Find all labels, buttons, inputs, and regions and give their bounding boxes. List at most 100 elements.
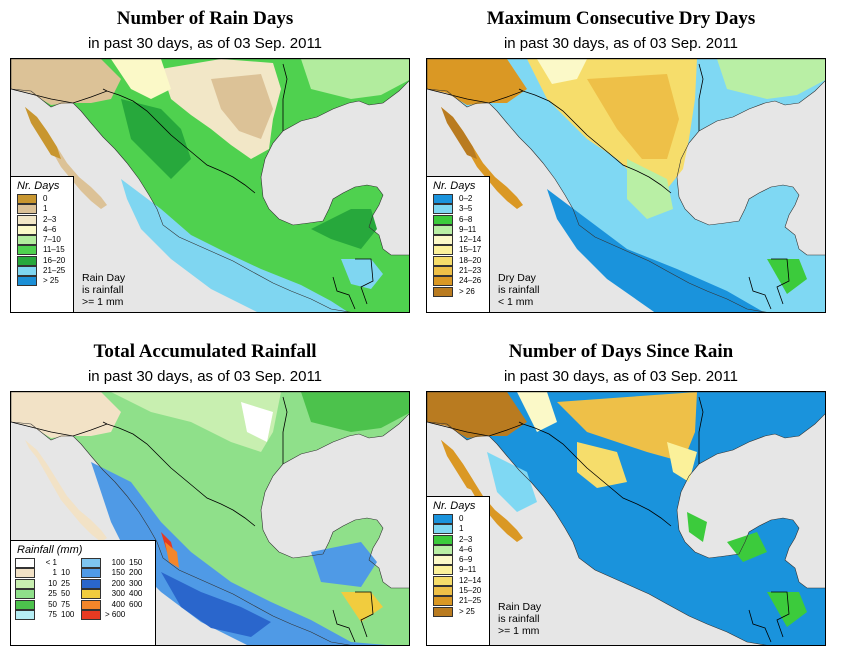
dry-days-map[interactable] bbox=[426, 58, 826, 313]
legend-label: 9–11 bbox=[459, 565, 477, 575]
legend-label: 50 bbox=[61, 589, 70, 599]
legend-swatch bbox=[433, 544, 453, 555]
legend-label: 21–25 bbox=[43, 266, 66, 276]
legend-label: 150 bbox=[129, 558, 143, 567]
legend-rows: 0–2 3–5 6–8 9–11 12–14 15–17 18–20 21–23 24–26 > … bbox=[427, 194, 489, 297]
legend-label: 21–23 bbox=[459, 266, 482, 276]
legend-label: 16–20 bbox=[43, 255, 66, 265]
days-since-rain-map[interactable] bbox=[426, 391, 826, 646]
legend-swatch bbox=[433, 524, 453, 535]
legend-item: 10 25 200 300 bbox=[11, 578, 155, 589]
legend-item: 1 10 150 200 bbox=[11, 568, 155, 579]
legend-item: 75 100 > 600 bbox=[11, 609, 155, 620]
legend-item: 2–3 bbox=[427, 534, 489, 545]
legend-swatch bbox=[15, 589, 35, 600]
legend-swatch bbox=[433, 606, 453, 617]
legend-swatch bbox=[81, 558, 101, 568]
legend-label: 12–14 bbox=[459, 575, 482, 585]
legend-swatch bbox=[17, 194, 37, 204]
panel-title: Number of Rain Days bbox=[116, 8, 294, 29]
legend-swatch bbox=[433, 586, 453, 597]
legend-label: 75 bbox=[61, 599, 70, 609]
legend-item: 12–14 bbox=[427, 575, 489, 586]
legend-item: 21–25 bbox=[11, 266, 73, 277]
legend-label: 18–20 bbox=[459, 255, 482, 265]
legend-label: 6–9 bbox=[459, 555, 473, 565]
legend-label: 2–3 bbox=[43, 214, 57, 224]
rain-days-panel: Number of Rain Days in past 30 days, as … bbox=[0, 0, 410, 313]
legend-label: > 600 bbox=[105, 609, 126, 619]
legend-label: 11–15 bbox=[43, 245, 65, 255]
legend-item: 4–6 bbox=[427, 544, 489, 555]
panel-subtitle: in past 30 days, as of 03 Sep. 2011 bbox=[87, 35, 323, 52]
legend-item: > 25 bbox=[11, 276, 73, 287]
legend-item: 0 bbox=[11, 194, 73, 204]
days-since-rain-legend: Nr. Days 0 1 2–3 4–6 6–9 9–11 12–14 15–20 21–25 >… bbox=[426, 496, 490, 646]
legend-label: 3–5 bbox=[459, 204, 473, 214]
legend-swatch bbox=[433, 255, 453, 266]
legend-label: 15–20 bbox=[459, 586, 482, 596]
legend-label: 24–26 bbox=[459, 276, 482, 286]
legend-label: 200 bbox=[129, 568, 143, 578]
dry-days-panel: Maximum Consecutive Dry Days in past 30 … bbox=[416, 0, 826, 313]
legend-label: 150 bbox=[111, 568, 125, 578]
note-line: Rain Day bbox=[82, 272, 126, 284]
note-line: >= 1 mm bbox=[498, 625, 540, 637]
legend-item: 9–11 bbox=[427, 224, 489, 235]
legend-item: 0–2 bbox=[427, 194, 489, 204]
legend-label: 200 bbox=[111, 578, 125, 588]
legend-label: 1 bbox=[459, 524, 464, 534]
legend-item: 50 75 400 600 bbox=[11, 599, 155, 610]
legend-label: 300 bbox=[129, 578, 143, 588]
legend-label: 100 bbox=[111, 558, 125, 567]
legend-swatch bbox=[433, 224, 453, 235]
legend-swatch bbox=[17, 204, 37, 215]
legend-item: 15–20 bbox=[427, 586, 489, 597]
legend-swatch bbox=[433, 245, 453, 256]
legend-swatch bbox=[81, 599, 101, 610]
legend-item: 1 bbox=[427, 524, 489, 535]
legend-item: > 26 bbox=[427, 286, 489, 297]
legend-label: 300 bbox=[111, 589, 125, 599]
legend-swatch bbox=[15, 558, 35, 568]
legend-swatch bbox=[15, 599, 35, 610]
legend-item: > 25 bbox=[427, 606, 489, 617]
legend-swatch bbox=[433, 514, 453, 524]
legend-label: 1 bbox=[43, 204, 48, 214]
legend-swatch bbox=[81, 609, 101, 620]
legend-item: 3–5 bbox=[427, 204, 489, 215]
legend-label: 50 bbox=[48, 599, 57, 609]
legend-swatch bbox=[433, 565, 453, 576]
legend-swatch bbox=[433, 214, 453, 225]
legend-swatch bbox=[433, 534, 453, 545]
legend-item: 1 bbox=[11, 204, 73, 215]
legend-label: 15–17 bbox=[459, 245, 482, 255]
note-line: is rainfall bbox=[82, 284, 124, 296]
legend-swatch bbox=[433, 194, 453, 204]
legend-item: 21–23 bbox=[427, 266, 489, 277]
legend-swatch bbox=[433, 575, 453, 586]
panel-title: Number of Days Since Rain bbox=[508, 341, 734, 362]
legend-swatch bbox=[17, 224, 37, 235]
legend-item: 15–17 bbox=[427, 245, 489, 256]
panel-title: Maximum Consecutive Dry Days bbox=[486, 8, 756, 29]
legend-swatch bbox=[433, 596, 453, 607]
legend-swatch bbox=[15, 568, 35, 579]
legend-label: 400 bbox=[129, 589, 143, 599]
legend-item: 0 bbox=[427, 514, 489, 524]
legend-item: 6–8 bbox=[427, 214, 489, 225]
legend-item: 25 50 300 400 bbox=[11, 589, 155, 600]
note-line: is rainfall bbox=[498, 284, 540, 296]
note-line: >= 1 mm bbox=[82, 296, 124, 308]
rain-days-map[interactable] bbox=[10, 58, 410, 313]
legend-label: 600 bbox=[129, 599, 143, 609]
legend-label: 21–25 bbox=[459, 596, 482, 606]
legend-label: 1 bbox=[52, 568, 57, 578]
legend-label: 0 bbox=[459, 514, 464, 523]
panel-title: Total Accumulated Rainfall bbox=[93, 341, 317, 362]
legend-swatch bbox=[17, 276, 37, 287]
legend-title: Nr. Days bbox=[433, 500, 476, 512]
legend-item: 9–11 bbox=[427, 565, 489, 576]
legend-item: 6–9 bbox=[427, 555, 489, 566]
legend-label: 100 bbox=[61, 609, 75, 619]
